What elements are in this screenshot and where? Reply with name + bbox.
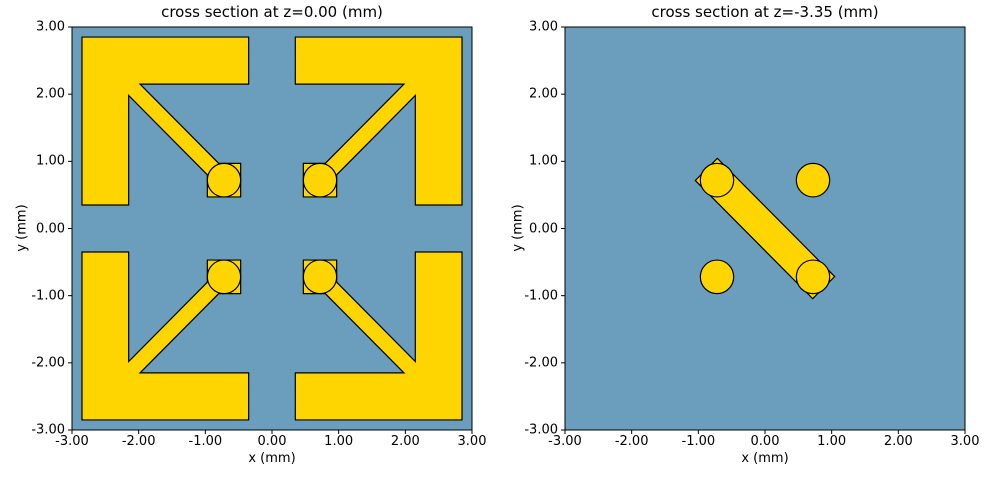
x-tick-label: 1.00 [324,434,354,449]
x-tick-label: 3.00 [950,434,980,449]
y-tick-label: 0.00 [529,221,558,236]
bracket-arm-bottom-right [294,251,463,421]
x-tick-label: 3.00 [457,434,487,449]
x-tick-label: -2.00 [121,434,156,449]
conductor-top-left [699,162,735,198]
x-tick-label: 2.00 [390,434,420,449]
y-tick-label: -3.00 [31,422,65,438]
y-tick-label: 3.00 [36,19,65,35]
conductor-bottom-right [795,259,831,295]
y-tick-label: 1.00 [529,153,558,169]
left-plot-x-axis-label: x (mm) [248,451,296,466]
y-tick-label: 2.00 [36,86,65,102]
bracket-arm-top-right [294,36,463,206]
y-tick-label: -1.00 [31,288,65,304]
y-tick-label: -2.00 [31,355,65,371]
left-plot-y-axis-label: y (mm) [14,204,30,252]
y-tick-label: 0.00 [36,221,65,236]
x-tick-label: 2.00 [883,434,913,449]
right-plot-title: cross section at z=-3.35 (mm) [651,3,879,21]
y-tick-label: -1.00 [524,288,558,304]
bracket-arm-bottom-left [81,251,250,421]
right-plot-x-axis-label: x (mm) [741,451,789,466]
conductor-top-right [302,162,338,198]
x-tick-label: -3.00 [55,434,89,449]
bracket-arm-top-left [81,36,250,206]
x-tick-label: -2.00 [614,434,649,449]
left-plot-title: cross section at z=0.00 (mm) [161,3,383,21]
conductor-bottom-left [699,259,735,295]
y-tick-label: 3.00 [529,19,558,35]
conductor-bottom-right [302,259,338,295]
conductor-top-right [795,162,831,198]
x-tick-label: 1.00 [817,434,847,449]
x-tick-label: -3.00 [548,434,582,449]
x-tick-label: -1.00 [188,434,223,449]
x-tick-label: -1.00 [681,434,716,449]
conductor-top-left [206,162,242,198]
x-tick-label: 0.00 [750,434,780,449]
y-tick-label: -3.00 [524,422,558,438]
y-tick-label: -2.00 [524,355,558,371]
conductor-bottom-left [206,259,242,295]
y-tick-label: 1.00 [36,153,65,169]
x-tick-label: 0.00 [257,434,287,449]
y-tick-label: 2.00 [529,86,558,102]
